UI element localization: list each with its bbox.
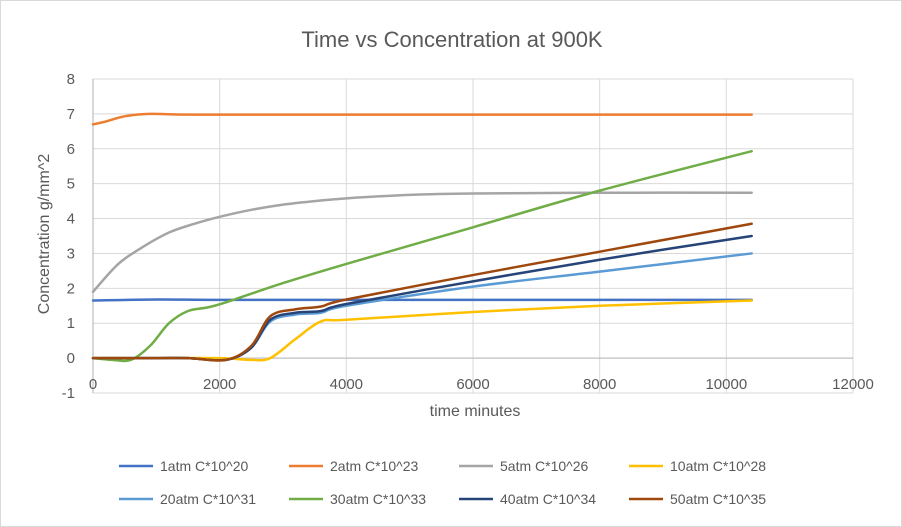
x-tick-label: 0 [89, 376, 97, 393]
legend-label: 50atm C*10^35 [670, 491, 766, 507]
x-tick-label: 12000 [832, 376, 874, 393]
series-line-4 [91, 252, 753, 362]
series-line-0 [91, 298, 753, 302]
tick-labels: -1 0 1 2 3 4 5 6 7 8 0 2000 4000 6000 8000 10000 12000 [62, 71, 874, 402]
y-tick-label: 0 [67, 350, 75, 367]
legend-item: 2atm C*10^23 [289, 458, 419, 474]
y-tick-label: 2 [67, 280, 75, 297]
x-tick-label: 6000 [456, 376, 489, 393]
legend-label: 2atm C*10^23 [330, 458, 419, 474]
y-tick-label: 8 [67, 71, 75, 88]
x-tick-label: 4000 [330, 376, 363, 393]
legend-label: 10atm C*10^28 [670, 458, 766, 474]
series-line-2 [91, 191, 753, 294]
legend-label: 30atm C*10^33 [330, 491, 426, 507]
y-tick-label: 4 [67, 211, 75, 228]
series-line-1 [91, 112, 753, 126]
x-tick-label: 10000 [705, 376, 747, 393]
legend-label: 1atm C*10^20 [160, 458, 249, 474]
gridlines [93, 78, 854, 394]
x-tick-label: 2000 [203, 376, 236, 393]
legend-item: 10atm C*10^28 [629, 458, 766, 474]
y-tick-label: 3 [67, 245, 75, 262]
legend-label: 20atm C*10^31 [160, 491, 256, 507]
legend-label: 40atm C*10^34 [500, 491, 596, 507]
legend: 1atm C*10^20 2atm C*10^23 5atm C*10^26 10at… [119, 458, 766, 507]
y-tick-label: 7 [67, 106, 75, 123]
x-axis-title: time minutes [430, 403, 521, 420]
legend-item: 1atm C*10^20 [119, 458, 249, 474]
series-line-3 [91, 299, 753, 362]
legend-label: 5atm C*10^26 [500, 458, 589, 474]
y-tick-label: -1 [62, 385, 75, 402]
y-axis-title: Concentration g/mm^2 [36, 154, 53, 315]
legend-item: 30atm C*10^33 [289, 491, 426, 507]
series-line-7 [91, 222, 753, 362]
legend-item: 5atm C*10^26 [459, 458, 589, 474]
series-lines [91, 112, 753, 363]
x-tick-label: 8000 [583, 376, 616, 393]
series-line-5 [91, 149, 753, 363]
series-line-6 [91, 234, 753, 362]
legend-item: 20atm C*10^31 [119, 491, 256, 507]
legend-item: 40atm C*10^34 [459, 491, 596, 507]
chart-title: Time vs Concentration at 900K [301, 27, 603, 52]
y-tick-label: 6 [67, 141, 75, 158]
y-tick-label: 5 [67, 176, 75, 193]
legend-item: 50atm C*10^35 [629, 491, 766, 507]
y-tick-label: 1 [67, 315, 75, 332]
